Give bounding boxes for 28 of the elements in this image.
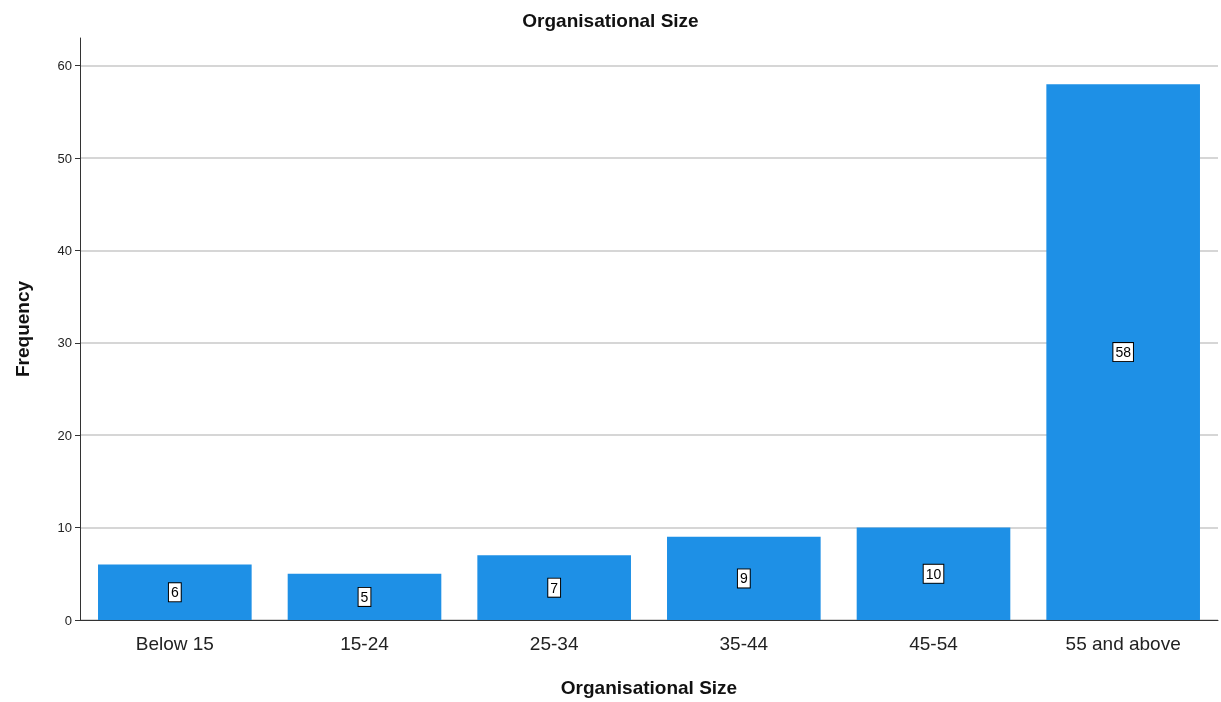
chart-title: Organisational Size	[522, 10, 699, 31]
y-tick-label: 0	[64, 612, 72, 628]
y-tick-label: 30	[57, 335, 72, 351]
y-tick-label: 50	[57, 150, 72, 166]
y-tick-label: 40	[57, 242, 72, 258]
data-label: 6	[170, 584, 179, 601]
data-label: 7	[550, 579, 559, 596]
bar	[856, 527, 1011, 620]
data-label: 10	[925, 565, 942, 582]
x-tick-label: Below 15	[135, 633, 214, 654]
y-axis-title: Frequency	[12, 280, 33, 378]
x-tick-label: 25-34	[529, 633, 579, 654]
data-label: 5	[360, 588, 369, 605]
bar	[667, 536, 821, 620]
bar	[287, 573, 442, 620]
data-label: 58	[1115, 344, 1132, 361]
x-axis-title: Organisational Size	[560, 677, 738, 698]
x-tick-label: 45-54	[909, 633, 959, 654]
bar	[1046, 84, 1200, 620]
x-tick-label: 35-44	[719, 633, 769, 654]
y-tick-label: 20	[57, 427, 72, 443]
bar	[477, 555, 631, 620]
bar	[98, 564, 252, 620]
x-tick-label: 55 and above	[1065, 633, 1181, 654]
y-tick-label: 10	[57, 520, 72, 536]
x-tick-label: 15-24	[340, 633, 390, 654]
data-label: 9	[739, 570, 748, 587]
y-tick-label: 60	[57, 58, 72, 74]
